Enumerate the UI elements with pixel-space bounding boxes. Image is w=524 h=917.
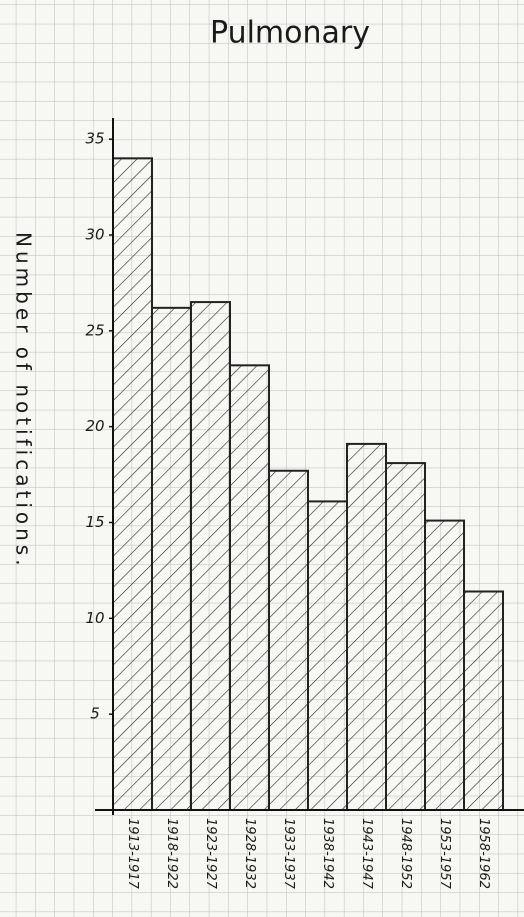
x-tick-label: 1938-1942: [320, 818, 335, 889]
bar: [191, 302, 230, 810]
y-tick-label: 15: [85, 513, 104, 531]
y-tick-label: 30: [85, 226, 104, 244]
bar: [152, 308, 191, 810]
chart-title: Pulmonary: [210, 16, 370, 51]
bar: [269, 471, 308, 810]
y-tick-label: 35: [85, 130, 104, 148]
bar: [464, 592, 503, 811]
x-tick-label: 1943-1947: [359, 818, 374, 890]
y-tick-label: 25: [85, 321, 104, 339]
bar: [347, 444, 386, 810]
x-tick-label: 1923-1927: [203, 818, 218, 890]
y-axis-label: Number of notifications.: [12, 232, 36, 570]
x-tick-label: 1928-1932: [242, 818, 257, 889]
y-tick-label: 10: [85, 609, 104, 627]
x-tick-label: 1953-1957: [437, 818, 452, 890]
bar: [425, 521, 464, 810]
x-tick-label: 1958-1962: [476, 818, 491, 889]
y-tick-label: 5: [90, 705, 100, 723]
bar: [230, 365, 269, 810]
chart: Pulmonary Number of notifications. 5 10 15…: [0, 0, 524, 917]
x-tick-label: 1948-1952: [398, 818, 413, 889]
y-tick-label: 20: [85, 417, 104, 435]
x-tick-label: 1918-1922: [164, 818, 179, 889]
bar: [386, 463, 425, 810]
x-tick-label: 1933-1937: [281, 818, 296, 890]
bar: [113, 158, 152, 810]
x-tick-label: 1913-1917: [125, 818, 140, 890]
bar: [308, 501, 347, 810]
